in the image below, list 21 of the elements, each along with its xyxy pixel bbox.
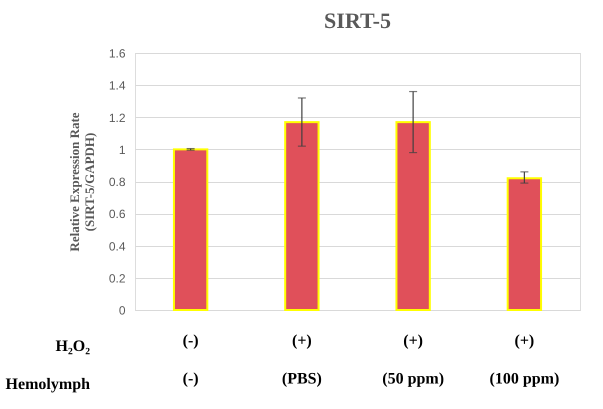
bar bbox=[395, 121, 431, 311]
category-label: (+) (50 ppm) bbox=[382, 332, 444, 388]
bar bbox=[284, 121, 320, 311]
y-tick-label: 1.4 bbox=[108, 78, 126, 93]
bar bbox=[172, 148, 208, 311]
y-tick-label: 0.6 bbox=[108, 207, 126, 222]
y-tick-label: 1.2 bbox=[108, 110, 126, 125]
text: H₂O₂ bbox=[56, 338, 90, 355]
chart-title: SIRT-5 bbox=[324, 8, 391, 33]
category-label: (-) (-) bbox=[182, 332, 199, 388]
text: Hemolymph bbox=[6, 376, 90, 393]
y-tick-label: 1.6 bbox=[108, 46, 126, 60]
y-tick-label: 0.2 bbox=[108, 271, 126, 286]
y-tick-label: 0.8 bbox=[108, 175, 126, 189]
y-tick-label: 0 bbox=[118, 304, 126, 318]
bar bbox=[506, 177, 542, 311]
y-tick-label: 1 bbox=[118, 142, 126, 157]
category-label: (+) (100 ppm) bbox=[489, 332, 560, 388]
y-axis-title: Relative Expression Rate (SIRT-5/GAPDH) bbox=[66, 112, 97, 252]
y-tick-label: 0.4 bbox=[108, 239, 126, 254]
category-label: (+) (PBS) bbox=[282, 332, 322, 388]
